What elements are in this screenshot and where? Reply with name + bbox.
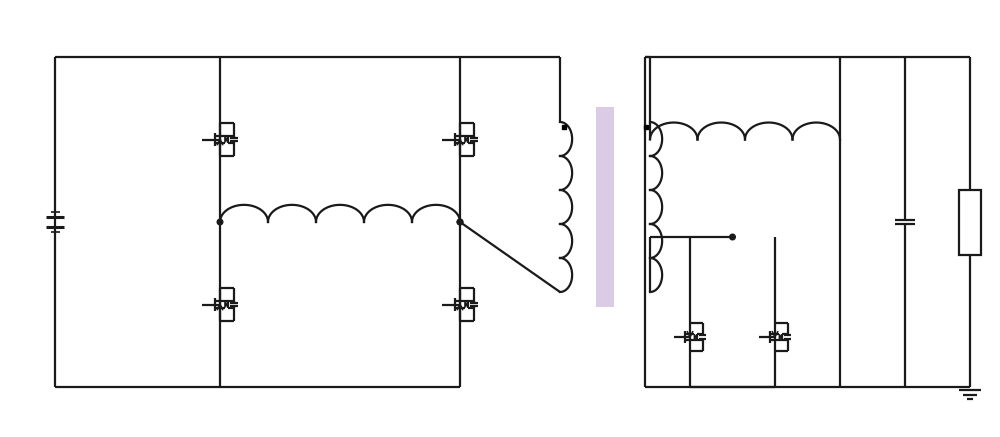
Polygon shape (465, 301, 468, 308)
Polygon shape (465, 136, 468, 143)
Bar (596, 107, 614, 307)
Circle shape (730, 234, 735, 240)
Circle shape (217, 219, 223, 225)
Polygon shape (779, 334, 782, 340)
Circle shape (457, 219, 463, 225)
Polygon shape (225, 301, 228, 308)
Bar (959, 190, 981, 254)
Circle shape (457, 219, 463, 225)
Polygon shape (694, 334, 697, 340)
Polygon shape (225, 136, 228, 143)
